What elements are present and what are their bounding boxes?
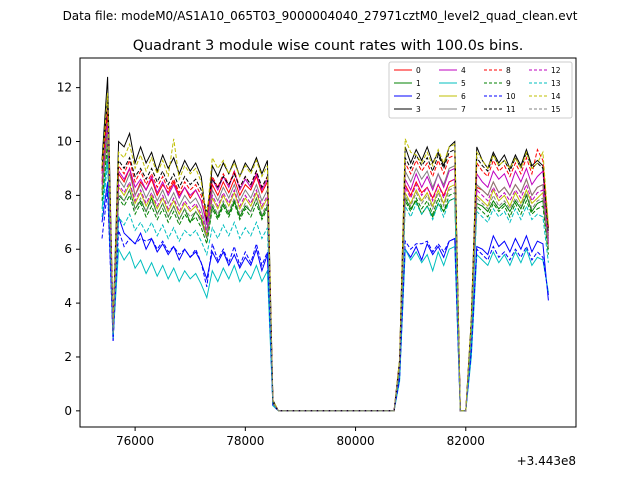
legend-label-13: 13 [551,79,561,88]
y-tick-label: 8 [64,188,72,202]
y-tick-label: 6 [64,242,72,256]
chart-title: Quadrant 3 module wise count rates with … [133,38,524,54]
legend-label-12: 12 [551,66,561,75]
legend-label-11: 11 [506,105,516,114]
y-tick-label: 4 [64,296,72,310]
y-tick-label: 12 [57,81,72,95]
figure-suptitle: Data file: modeM0/AS1A10_065T03_90000040… [63,9,578,23]
legend-label-10: 10 [506,92,516,101]
series-layer [101,76,549,412]
y-tick-label: 0 [64,404,72,418]
series-line-13 [101,162,549,412]
y-tick-label: 2 [64,350,72,364]
x-tick-label: 82000 [447,434,485,448]
legend-label-4: 4 [461,66,466,75]
legend-label-1: 1 [416,79,421,88]
axes-frame [79,57,577,428]
x-tick-label: 76000 [116,434,154,448]
legend-label-5: 5 [461,79,466,88]
y-axis: 0 2 4 6 8 10 12 [57,81,80,418]
legend-label-15: 15 [551,105,561,114]
legend-label-2: 2 [416,92,421,101]
series-line-15 [101,133,549,412]
legend-label-7: 7 [461,105,466,114]
legend-label-8: 8 [506,66,511,75]
y-tick-label: 10 [57,134,72,148]
legend-label-14: 14 [551,92,561,101]
legend-label-6: 6 [461,92,466,101]
x-axis: 76000 78000 80000 82000 [116,427,485,448]
x-tick-label: 78000 [226,434,264,448]
legend-label-3: 3 [416,105,421,114]
legend-box [388,61,573,119]
legend-label-0: 0 [416,66,421,75]
legend-label-9: 9 [506,79,511,88]
x-offset-label: +3.443e8 [517,454,576,468]
x-tick-label: 80000 [336,434,374,448]
